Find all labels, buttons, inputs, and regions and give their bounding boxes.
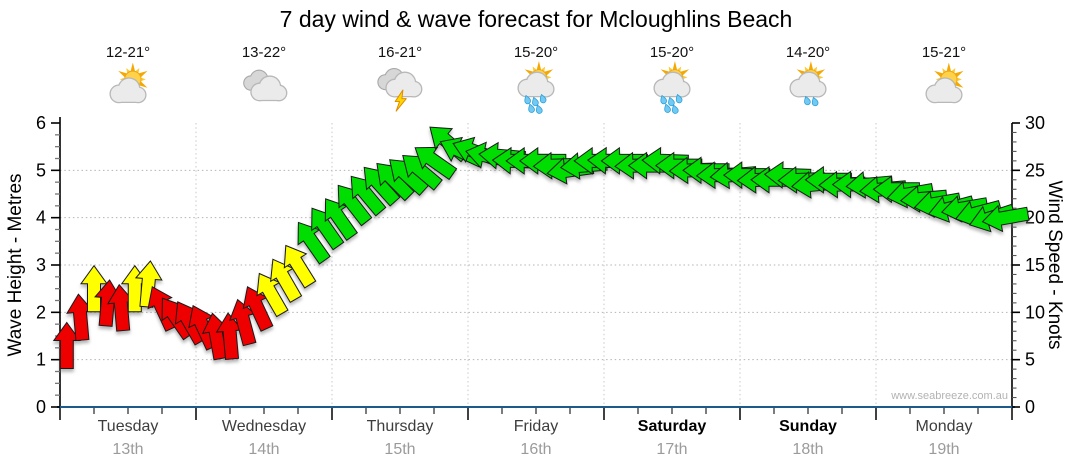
wind-arrow-series — [52, 126, 1030, 369]
raindrop-icon — [535, 104, 543, 114]
day-name: Thursday — [366, 418, 434, 435]
raindrop-icon — [528, 103, 535, 113]
left-axis-tick-label: 2 — [36, 302, 46, 322]
day-name: Sunday — [779, 418, 837, 435]
right-axis-tick-label: 5 — [1025, 350, 1035, 370]
temp-range: 15-21° — [921, 44, 967, 61]
raindrop-icon — [811, 96, 819, 107]
day-labels-row: Tuesday 13th Wednesday 14th Thursday 15th F… — [60, 418, 1012, 459]
thunderstorm-icon — [377, 67, 423, 112]
right-axis-tick-label: 15 — [1025, 255, 1045, 275]
day-date: 19th — [928, 441, 960, 458]
cloud-icon — [385, 71, 423, 98]
temp-range: 12-21° — [105, 44, 151, 61]
sun-light-showers-icon — [789, 61, 827, 107]
day-date: 18th — [792, 441, 824, 458]
wind-arrow — [134, 260, 163, 308]
day-name: Monday — [915, 418, 973, 435]
left-axis-tick-label: 1 — [36, 350, 46, 370]
right-axis-label: Wind Speed - Knots — [1044, 180, 1065, 350]
day-date: 14th — [248, 441, 280, 458]
left-axis-tick-label: 6 — [36, 113, 46, 133]
right-axis-tick-label: 0 — [1025, 397, 1035, 417]
left-axis-tick-label: 3 — [36, 255, 46, 275]
right-axis-tick-label: 30 — [1025, 113, 1045, 133]
sun-showers-icon — [653, 61, 691, 114]
temp-range: 13-22° — [241, 44, 287, 61]
sun-showers-weather-icon — [468, 61, 604, 119]
weather-icons-row — [60, 61, 1012, 119]
raindrop-icon — [675, 93, 683, 104]
sun-showers-icon — [517, 61, 555, 114]
partly-cloudy-icon — [925, 62, 964, 104]
right-axis-tick-label: 20 — [1025, 208, 1045, 228]
lightning-icon — [394, 89, 407, 112]
raindrop-icon — [539, 93, 547, 104]
left-axis-label: Wave Height - Metres — [5, 173, 26, 357]
raindrop-icon — [524, 94, 531, 105]
right-axis-tick-label: 10 — [1025, 302, 1045, 322]
raindrop-icon — [668, 96, 675, 107]
partly-cloudy-weather-icon — [876, 61, 1012, 119]
raindrop-icon — [804, 95, 811, 106]
cloud-icon — [250, 75, 288, 102]
temp-range: 15-20° — [649, 44, 695, 61]
cloud-icon — [517, 71, 555, 98]
watermark: www.seabreeze.com.au — [891, 390, 1008, 402]
day-date: 16th — [520, 441, 552, 458]
left-axis-tick-label: 0 — [36, 397, 46, 417]
cloudy-weather-icon — [196, 61, 332, 119]
thunderstorm-weather-icon — [332, 61, 468, 119]
partly-cloudy-weather-icon — [60, 61, 196, 119]
day-name: Saturday — [637, 418, 707, 435]
cloud-icon — [653, 71, 691, 98]
day-date: 13th — [112, 441, 144, 458]
cloudy-icon — [243, 69, 288, 102]
wind-arrow — [297, 221, 331, 265]
left-axis-tick-label: 4 — [36, 208, 46, 228]
wind-arrow — [414, 146, 458, 181]
axes: 0 1 2 3 4 5 6 0 5 10 15 20 25 30 — [36, 113, 1045, 420]
temp-range: 16-21° — [377, 44, 423, 61]
sun-showers-weather-icon — [604, 61, 740, 119]
raindrop-icon — [664, 103, 671, 113]
temp-range: 15-20° — [513, 44, 559, 61]
right-axis-tick-label: 25 — [1025, 160, 1045, 180]
day-name: Wednesday — [221, 418, 307, 435]
cloud-icon — [925, 77, 963, 104]
partly-cloudy-icon — [109, 62, 148, 104]
wind-arrow — [283, 244, 317, 289]
cloud-icon — [789, 71, 827, 98]
temperature-row: 12-21° 13-22° 16-21° 15-20° 15-20° 14-20… — [60, 44, 1012, 62]
day-name: Friday — [513, 418, 559, 435]
wind-arrow — [981, 204, 1030, 233]
day-date: 17th — [656, 441, 688, 458]
raindrop-icon — [671, 104, 679, 114]
raindrop-icon — [660, 94, 667, 105]
left-axis-tick-label: 5 — [36, 160, 46, 180]
day-date: 15th — [384, 441, 416, 458]
day-name: Tuesday — [97, 418, 159, 435]
chart-title: 7 day wind & wave forecast for Mcloughli… — [279, 6, 793, 32]
wind-arrow — [324, 198, 359, 241]
temp-range: 14-20° — [785, 44, 831, 61]
sun-light-showers-weather-icon — [740, 61, 876, 119]
raindrop-icon — [532, 96, 539, 107]
cloud-icon — [109, 77, 147, 104]
